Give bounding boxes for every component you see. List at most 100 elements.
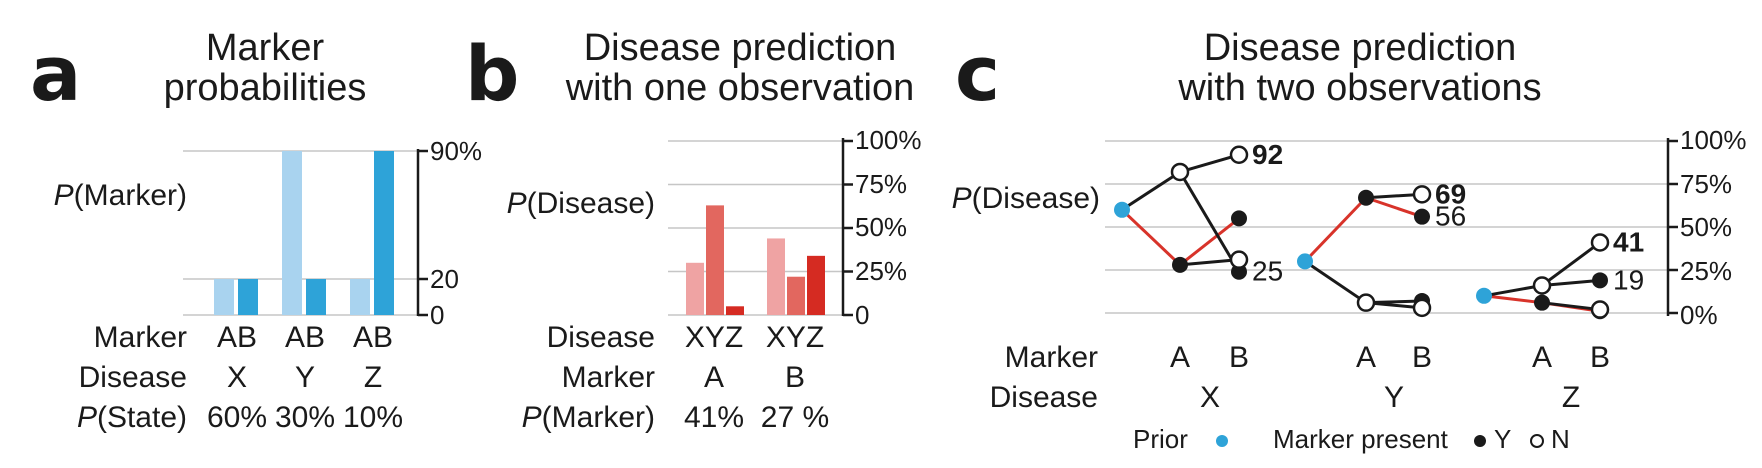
panel-b: b Disease prediction with one observatio… bbox=[465, 27, 922, 434]
panel-a-ylabel-var: P bbox=[54, 179, 74, 212]
panel-c-marker-label: B bbox=[1590, 341, 1610, 374]
panel-c-marker-label: A bbox=[1170, 341, 1190, 374]
point-b-yes-yes bbox=[1414, 208, 1430, 225]
bar-marker-b-disease-z bbox=[807, 255, 825, 315]
panel-c-disease-label: Y bbox=[1384, 381, 1404, 414]
panel-b-disease-label: XYZ bbox=[766, 321, 824, 354]
legend-marker-present-label: Marker present bbox=[1273, 424, 1449, 454]
legend-yes-marker bbox=[1474, 435, 1486, 447]
point-a-no bbox=[1170, 162, 1190, 182]
edge-prior-to-a-no bbox=[1304, 260, 1367, 304]
panel-c-disease-label: Z bbox=[1562, 381, 1580, 414]
point-a-yes bbox=[1534, 294, 1550, 311]
panel-b-row-label-disease: Disease bbox=[547, 321, 655, 354]
panel-a-row-label-disease: Disease bbox=[79, 361, 187, 394]
panel-a-disease-label: Y bbox=[295, 361, 315, 394]
panel-a-ytick-label: 0 bbox=[430, 300, 444, 330]
edge-a-yes-to-b-no bbox=[1541, 301, 1601, 312]
edge-a-no-to-b-no bbox=[1541, 241, 1601, 287]
panel-c-marker-label: B bbox=[1229, 341, 1249, 374]
edge-a-yes-to-b-no bbox=[1179, 258, 1240, 267]
value-label: 19 bbox=[1613, 264, 1644, 295]
panel-b-ytick-label: 0 bbox=[855, 300, 869, 330]
panel-a-ytick-label: 20 bbox=[430, 264, 459, 294]
panel-a-title-line-1: Marker bbox=[206, 27, 325, 69]
panel-b-ytick-label: 75% bbox=[855, 169, 907, 199]
bar-x-b bbox=[238, 279, 258, 315]
edge-a-no-to-b-yes bbox=[1541, 278, 1601, 287]
panel-b-title-line-2: with one observation bbox=[565, 67, 915, 109]
panel-c-row-label-disease: Disease bbox=[990, 381, 1098, 414]
panel-c-gridlines bbox=[1105, 140, 1668, 314]
prior-point-z bbox=[1476, 287, 1492, 304]
panel-a-bars bbox=[214, 151, 394, 315]
panel-b-title-line-1: Disease prediction bbox=[584, 27, 897, 69]
point-b-no-no bbox=[1229, 145, 1249, 165]
panel-b-pmarker-label: 27 % bbox=[761, 401, 829, 434]
prior-point-x bbox=[1114, 201, 1130, 218]
panel-c-marker-label: A bbox=[1532, 341, 1552, 374]
legend-no-marker bbox=[1530, 434, 1544, 448]
panel-c-ytick-label: 75% bbox=[1680, 169, 1732, 199]
bar-marker-a-disease-z bbox=[726, 306, 744, 315]
panel-c-ylabel: P(Disease) bbox=[952, 182, 1100, 215]
panel-b-pmarker-label: 41% bbox=[684, 401, 744, 434]
value-label: 92 bbox=[1252, 139, 1283, 170]
panel-c-ytick-marks bbox=[1668, 139, 1678, 315]
prior-point-y bbox=[1297, 253, 1313, 270]
point-b-no-yes bbox=[1592, 272, 1608, 289]
panel-b-ylabel: P(Disease) bbox=[507, 187, 655, 220]
panel-b-disease-label: XYZ bbox=[685, 321, 743, 354]
point-b-no-no bbox=[1590, 233, 1610, 252]
edge-a-yes-to-b-yes bbox=[1365, 196, 1423, 219]
bar-z-a bbox=[350, 279, 370, 315]
panel-letter-b: b bbox=[465, 29, 519, 118]
panel-a-state-label: 30% bbox=[275, 401, 335, 434]
panel-b-ytick-label: 25% bbox=[855, 256, 907, 286]
legend-prior-marker bbox=[1216, 435, 1228, 447]
panel-a-row-label-marker: Marker bbox=[94, 321, 187, 354]
legend-yes-label: Y bbox=[1494, 424, 1511, 454]
panel-b-ytick-label: 50% bbox=[855, 212, 907, 242]
panel-c-disease-label: X bbox=[1200, 381, 1220, 414]
edge-a-no-to-b-no bbox=[1365, 301, 1423, 310]
point-a-no bbox=[1356, 293, 1376, 312]
edge-a-no-to-b-yes bbox=[1178, 171, 1241, 273]
legend-no-label: N bbox=[1551, 424, 1570, 454]
edge-prior-to-a-yes bbox=[1483, 294, 1543, 305]
panel-c-ytick-label: 25% bbox=[1680, 256, 1732, 286]
point-a-no bbox=[1532, 276, 1552, 295]
panel-c-ytick-label: 50% bbox=[1680, 212, 1732, 242]
panel-c: c Disease prediction with two observatio… bbox=[952, 27, 1747, 454]
panel-a-row-label-state: P(State) bbox=[77, 401, 187, 434]
edge-prior-to-a-yes bbox=[1120, 208, 1182, 266]
panel-c-row-label-marker: Marker bbox=[1005, 341, 1098, 374]
panel-a-disease-label: Z bbox=[364, 361, 382, 394]
bar-y-b bbox=[306, 279, 326, 315]
bar-marker-a-disease-y bbox=[706, 205, 724, 315]
point-b-no-no bbox=[1412, 298, 1432, 318]
edge-a-yes-to-b-no bbox=[1365, 192, 1423, 200]
panel-b-row-label-marker: Marker bbox=[562, 361, 655, 394]
value-label: 25 bbox=[1252, 256, 1283, 287]
panel-c-ytick-label: 100% bbox=[1680, 125, 1747, 155]
legend-prior-label: Prior bbox=[1133, 424, 1188, 454]
value-label: 56 bbox=[1435, 201, 1466, 232]
panel-c-marker-label: B bbox=[1412, 341, 1432, 374]
edge-prior-to-a-yes bbox=[1303, 196, 1368, 263]
panel-letter-a: a bbox=[30, 29, 81, 118]
edge-a-yes-to-b-yes bbox=[1179, 217, 1240, 267]
panel-a-ylabel: P(Marker) bbox=[54, 179, 187, 212]
panel-c-title-line-1: Disease prediction bbox=[1204, 27, 1517, 69]
panel-letter-c: c bbox=[955, 29, 1000, 118]
bar-marker-b-disease-x bbox=[767, 238, 785, 315]
panel-a-ylabel-rest: (Marker) bbox=[74, 179, 187, 212]
panel-b-ytick-label: 100% bbox=[855, 125, 922, 155]
point-a-yes bbox=[1172, 256, 1188, 273]
panel-a-marker-label: AB bbox=[217, 321, 257, 354]
value-label: 69 bbox=[1435, 178, 1466, 209]
point-b-yes-yes bbox=[1231, 210, 1247, 227]
panel-a-ytick-label: 90% bbox=[430, 136, 482, 166]
